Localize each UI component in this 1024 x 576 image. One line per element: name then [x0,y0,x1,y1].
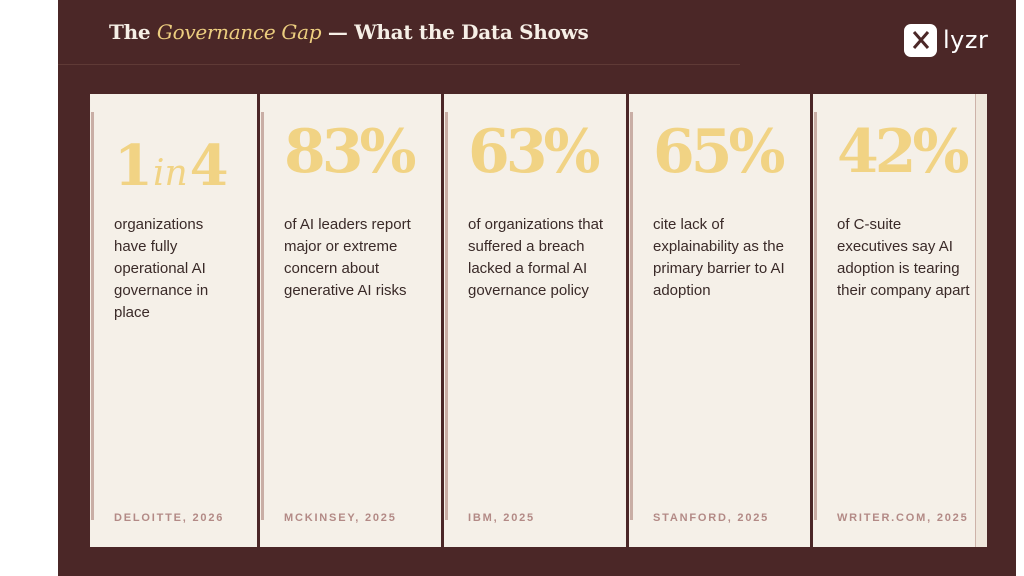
brand-logo: lyzr [904,23,988,57]
slide: The Governance Gap — What the Data Shows… [58,0,1016,576]
stat-description: cite lack of explainability as the prima… [653,216,785,299]
card-edge [630,112,633,520]
card-divider [626,94,629,547]
stat-source: DELOITTE, 2026 [114,512,225,524]
card-edge [814,112,817,520]
stat-value-part: 4 [189,133,229,199]
stat-description: organizations have fully operational AI … [114,216,209,321]
stat-description: of C-suite executives say AI adoption is… [837,216,970,299]
stat-card: 1in4 organizations have fully operationa… [90,94,257,547]
stats-panel: 1in4 organizations have fully operationa… [90,94,987,547]
card-divider [257,94,260,547]
stat-source: STANFORD, 2025 [653,512,770,524]
stat-value: 42% [837,117,970,187]
card-edge [261,112,264,520]
stat-description: of organizations that suffered a breach … [468,216,604,299]
stat-card: 63% of organizations that suffered a bre… [441,94,626,547]
stat-value-part: in [152,153,188,194]
next-card-edge [975,94,987,547]
stat-source: IBM, 2025 [468,512,535,524]
title-suffix: — What the Data Shows [327,20,589,44]
stat-card: 83% of AI leaders report major or extrem… [257,94,441,547]
card-divider [441,94,444,547]
stat-source: WRITER.COM, 2025 [837,512,969,524]
lyzr-logo-icon [904,23,937,57]
title-accent: Governance Gap [156,20,322,44]
stat-value: 65% [653,117,786,187]
stat-card: 65% cite lack of explainability as the p… [626,94,810,547]
title-prefix: The [109,20,151,44]
card-divider [810,94,813,547]
card-edge [445,112,448,520]
card-edge [91,112,94,520]
stat-description: of AI leaders report major or extreme co… [284,216,411,299]
slide-title: The Governance Gap — What the Data Shows [109,20,589,44]
stat-card: 42% of C-suite executives say AI adoptio… [810,94,975,547]
stat-value: 1in4 [114,138,229,194]
stat-value: 83% [284,117,417,187]
title-divider [58,64,740,65]
stat-value: 63% [468,117,601,187]
stat-value-part: 1 [114,133,153,199]
stat-source: MCKINSEY, 2025 [284,512,397,524]
logo-text: lyzr [943,26,989,54]
